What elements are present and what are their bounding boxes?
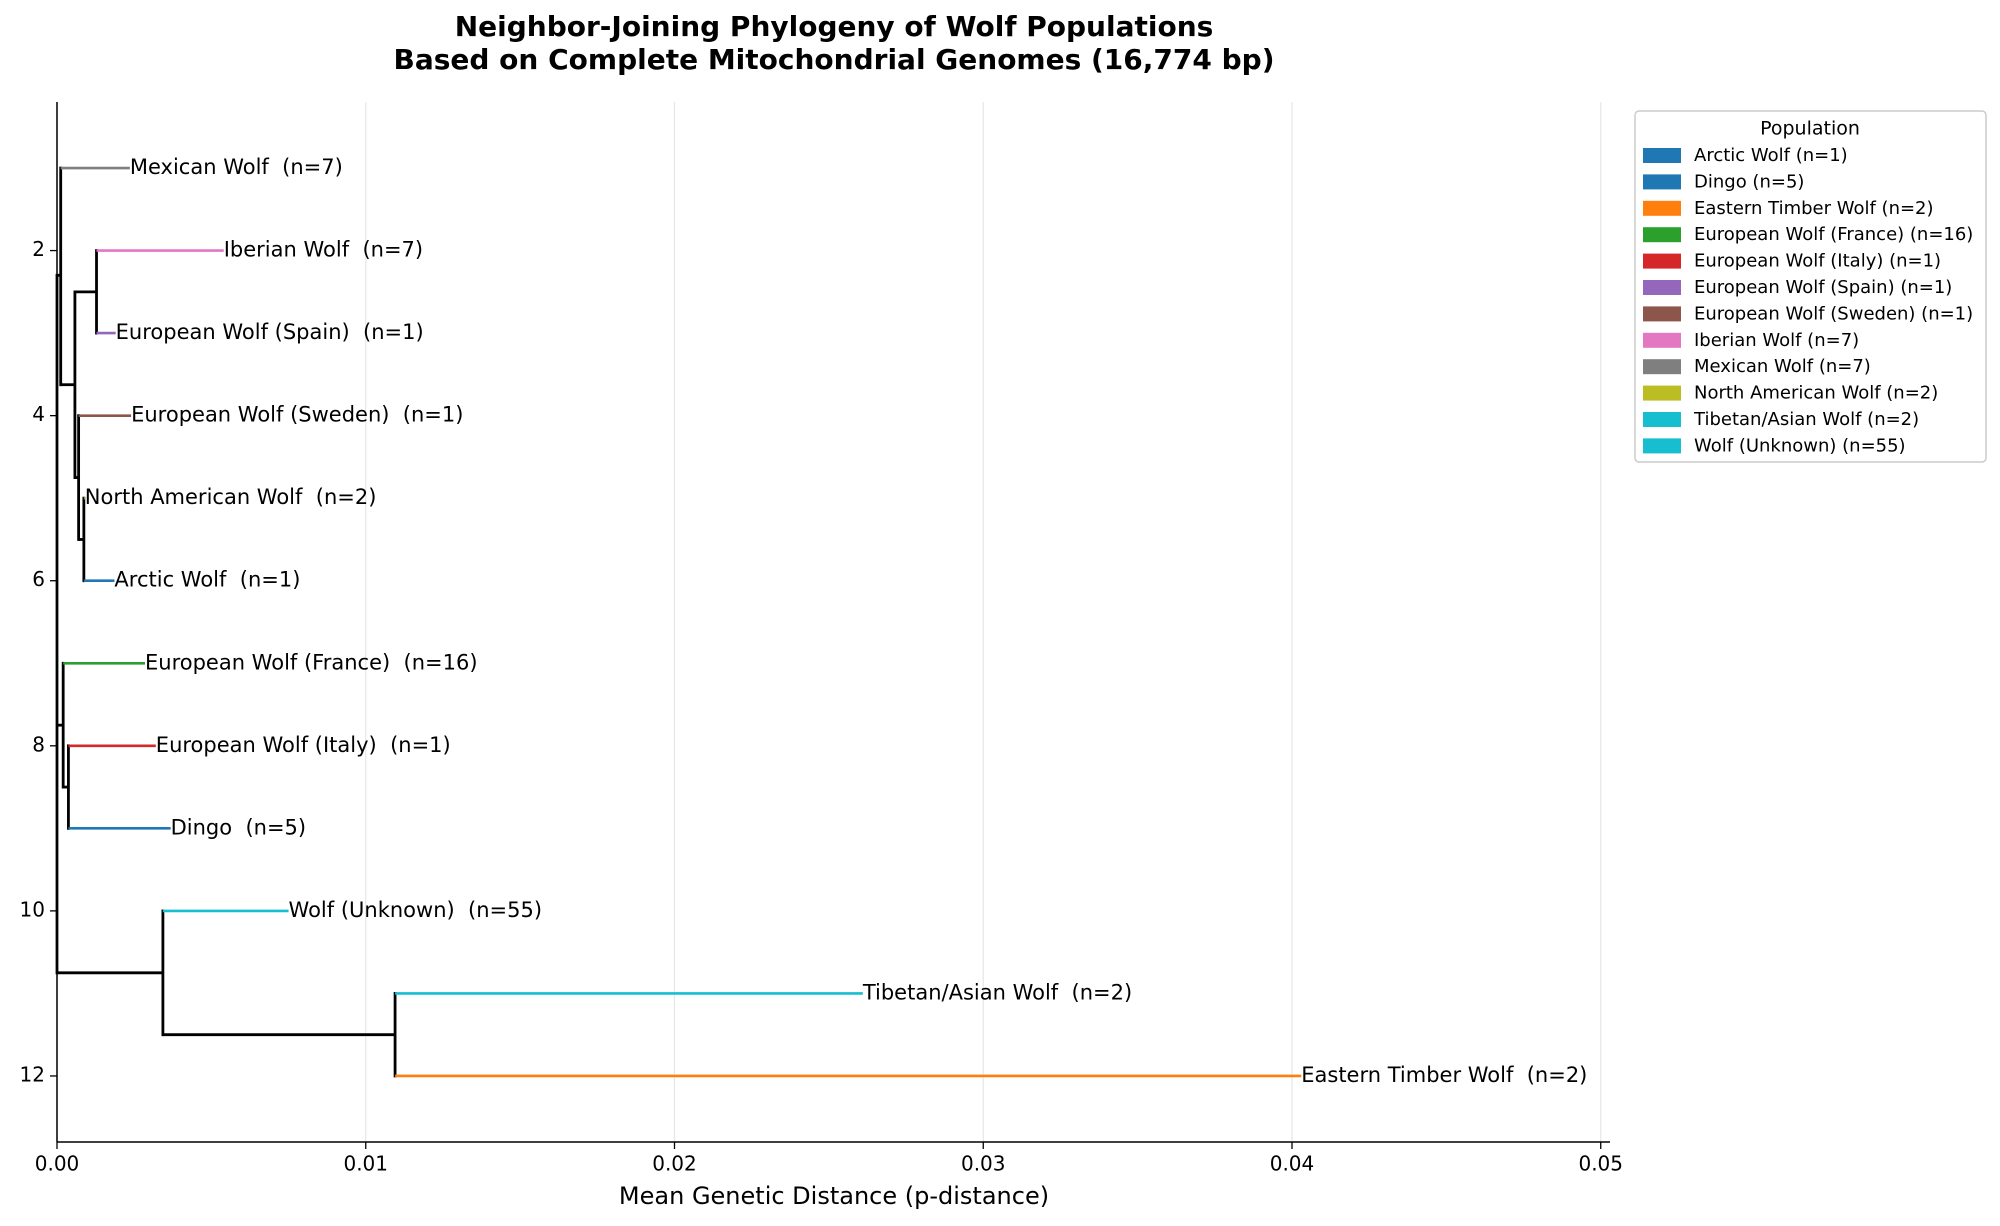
legend-swatch (1643, 306, 1681, 322)
legend-swatch (1643, 385, 1681, 401)
leaf-label: Wolf (Unknown) (n=55) (289, 898, 543, 922)
x-tick-label: 0.00 (35, 1152, 80, 1176)
legend-label: Dingo (n=5) (1694, 171, 1804, 192)
x-tick-label: 0.03 (961, 1152, 1006, 1176)
x-tick-label: 0.04 (1270, 1152, 1315, 1176)
legend-label: Mexican Wolf (n=7) (1694, 356, 1871, 377)
legend-title: Population (1760, 118, 1860, 140)
legend-swatch (1643, 148, 1681, 163)
leaf-label: European Wolf (France) (n=16) (145, 650, 478, 674)
y-tick-label: 8 (32, 732, 45, 756)
leaf-label: European Wolf (Sweden) (n=1) (131, 403, 463, 427)
legend-label: European Wolf (France) (n=16) (1694, 224, 1973, 245)
y-tick-label: 4 (32, 402, 45, 426)
leaf-label: Arctic Wolf (n=1) (114, 568, 300, 592)
y-tick-label: 10 (20, 897, 45, 921)
legend-swatch (1643, 174, 1681, 190)
x-axis-label: Mean Genetic Distance (p-distance) (619, 1182, 1049, 1210)
legend-label: Wolf (Unknown) (n=55) (1694, 435, 1906, 456)
legend-swatch (1643, 200, 1681, 216)
legend-swatch (1643, 227, 1681, 243)
x-tick-label: 0.05 (1578, 1152, 1623, 1176)
y-tick-label: 6 (32, 567, 45, 591)
legend-swatch (1643, 438, 1681, 454)
leaf-label: European Wolf (Spain) (n=1) (116, 320, 424, 344)
leaf-label: Tibetan/Asian Wolf (n=2) (862, 980, 1132, 1004)
legend-label: European Wolf (Italy) (n=1) (1694, 251, 1941, 272)
legend-label: Arctic Wolf (n=1) (1694, 145, 1848, 166)
chart-subtitle: Based on Complete Mitochondrial Genomes … (394, 43, 1275, 76)
legend-label: Iberian Wolf (n=7) (1694, 330, 1859, 351)
leaf-label: North American Wolf (n=2) (85, 485, 377, 509)
legend-label: Eastern Timber Wolf (n=2) (1694, 198, 1934, 219)
legend-swatch (1643, 332, 1681, 348)
legend-swatch (1643, 412, 1681, 427)
legend-swatch (1643, 280, 1681, 295)
y-tick-label: 12 (20, 1062, 45, 1086)
leaf-label: Iberian Wolf (n=7) (224, 238, 423, 262)
legend-label: European Wolf (Sweden) (n=1) (1694, 303, 1973, 324)
y-tick-label: 2 (32, 237, 45, 261)
legend-swatch (1643, 253, 1681, 269)
legend-box (1634, 110, 1987, 463)
leaf-label: Dingo (n=5) (171, 815, 307, 839)
leaf-label: Mexican Wolf (n=7) (130, 155, 343, 179)
legend-label: European Wolf (Spain) (n=1) (1694, 277, 1952, 298)
x-tick-label: 0.01 (343, 1152, 388, 1176)
legend-label: North American Wolf (n=2) (1694, 383, 1938, 404)
x-tick-label: 0.02 (652, 1152, 697, 1176)
chart-title: Neighbor-Joining Phylogeny of Wolf Popul… (455, 10, 1214, 43)
leaf-label: Eastern Timber Wolf (n=2) (1301, 1063, 1587, 1087)
legend-label: Tibetan/Asian Wolf (n=2) (1693, 409, 1919, 430)
legend-swatch (1643, 359, 1681, 375)
leaf-label: European Wolf (Italy) (n=1) (156, 733, 451, 757)
